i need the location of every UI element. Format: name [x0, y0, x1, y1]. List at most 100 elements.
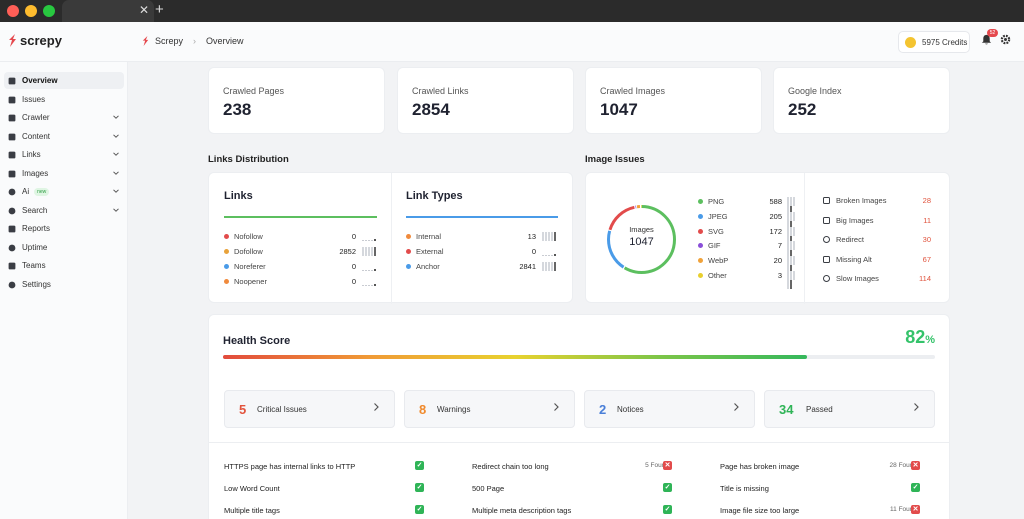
stat-card-google-index[interactable]: Google Index 252 — [773, 67, 950, 134]
image-format-row[interactable]: JPEG 205 — [698, 211, 798, 230]
summary-count: 34 — [779, 402, 794, 417]
legend-dot — [224, 279, 229, 284]
links-row-value: 2852 — [339, 247, 356, 256]
chevron-down-icon[interactable] — [112, 169, 120, 177]
sidebar-item-settings[interactable]: Settings — [4, 276, 124, 293]
breadcrumb-root[interactable]: Screpy — [155, 36, 184, 46]
mini-bar-chart — [362, 262, 377, 271]
sidebar-item-label: Settings — [22, 280, 51, 289]
donut-label: Images — [629, 225, 654, 234]
health-score-bar — [223, 355, 935, 359]
close-window-button[interactable] — [7, 5, 19, 17]
image-issue-row[interactable]: Missing Alt 67 — [823, 254, 933, 266]
mini-bar-chart — [787, 226, 798, 245]
health-check-row[interactable]: Page has broken image 28 Found ✕ — [720, 461, 950, 474]
image-format-row[interactable]: SVG 172 — [698, 226, 798, 245]
health-check-row[interactable]: Title is missing ✓ — [720, 483, 950, 496]
image-format-row[interactable]: Other 3 — [698, 270, 798, 289]
sidebar-item-uptime[interactable]: Uptime — [4, 239, 124, 256]
expand-icon — [823, 216, 830, 224]
report-icon — [8, 225, 16, 232]
sidebar-item-crawler[interactable]: Crawler — [4, 109, 124, 126]
donut-slice-jpeg — [607, 205, 676, 274]
maximize-window-button[interactable] — [43, 5, 55, 17]
broken-image-icon — [823, 197, 830, 204]
sidebar-item-links[interactable]: Links — [4, 146, 124, 163]
settings-gear-icon[interactable] — [1000, 34, 1011, 45]
bell-icon[interactable] — [981, 34, 992, 45]
mini-bar-chart — [542, 262, 557, 271]
links-distribution-title: Links Distribution — [208, 154, 289, 165]
links-row-label: Nofollow — [234, 232, 263, 241]
sidebar-item-ai[interactable]: Ai new — [4, 183, 124, 200]
sidebar-item-overview[interactable]: Overview — [4, 72, 124, 89]
logo[interactable]: screpy — [8, 33, 62, 48]
health-check-label: Page has broken image — [720, 462, 800, 471]
mini-bar-chart — [362, 232, 377, 241]
image-format-row[interactable]: PNG 588 — [698, 196, 798, 215]
new-tab-icon[interactable]: + — [155, 1, 164, 18]
sidebar-item-content[interactable]: Content — [4, 128, 124, 145]
summary-notices-button[interactable]: 2 Notices — [584, 390, 755, 428]
stat-card-crawled-images[interactable]: Crawled Images 1047 — [585, 67, 762, 134]
credits-button[interactable]: 5975 Credits — [898, 31, 970, 53]
logo-text: screpy — [20, 33, 62, 48]
sidebar-item-reports[interactable]: Reports — [4, 220, 124, 237]
links-row[interactable]: Noopener 0 — [224, 276, 384, 288]
link-types-row-label: External — [416, 247, 444, 256]
health-check-label: Multiple title tags — [224, 506, 280, 515]
image-issue-row[interactable]: Redirect 30 — [823, 234, 933, 246]
tag-icon — [823, 255, 830, 263]
summary-warnings-button[interactable]: 8 Warnings — [404, 390, 575, 428]
health-check-row[interactable]: Multiple meta description tags ✓ — [472, 505, 702, 518]
donut-slice-png — [607, 205, 676, 274]
links-row[interactable]: Dofollow 2852 — [224, 246, 384, 258]
health-score-title: Health Score — [223, 335, 291, 347]
image-format-label: SVG — [708, 226, 724, 236]
image-format-row[interactable]: WebP 20 — [698, 255, 798, 275]
sidebar-item-label: Overview — [22, 76, 58, 85]
link-types-row[interactable]: External 0 — [406, 246, 566, 258]
health-check-row[interactable]: Image file size too large 11 Found ✕ — [720, 505, 950, 518]
chevron-down-icon[interactable] — [112, 150, 120, 158]
links-row[interactable]: Nofollow 0 — [224, 231, 384, 243]
chevron-down-icon[interactable] — [112, 113, 120, 121]
browser-tab[interactable] — [62, 0, 154, 22]
summary-critical-issues-button[interactable]: 5 Critical Issues — [224, 390, 395, 428]
check-icon: ✓ — [663, 483, 672, 492]
image-format-row[interactable]: GIF 7 — [698, 240, 798, 260]
percent-sign: % — [925, 334, 935, 346]
credits-text: 5975 Credits — [922, 37, 968, 47]
health-check-row[interactable]: Redirect chain too long 5 Found ✕ — [472, 461, 702, 474]
link-types-row[interactable]: Anchor 2841 — [406, 261, 566, 273]
health-check-row[interactable]: Low Word Count ✓ — [224, 483, 454, 496]
minimize-window-button[interactable] — [25, 5, 37, 17]
health-check-row[interactable]: Multiple title tags ✓ — [224, 505, 454, 518]
close-tab-icon[interactable]: ✕ — [139, 3, 150, 17]
sidebar-item-issues[interactable]: Issues — [4, 91, 124, 108]
stat-card-crawled-pages[interactable]: Crawled Pages 238 — [208, 67, 385, 134]
breadcrumb-logo-icon — [142, 36, 149, 46]
chevron-down-icon[interactable] — [112, 206, 120, 214]
health-check-row[interactable]: HTTPS page has internal links to HTTP ✓ — [224, 461, 454, 474]
health-check-row[interactable]: 500 Page ✓ — [472, 483, 702, 496]
link-types-row[interactable]: Internal 13 — [406, 231, 566, 243]
image-format-value: 172 — [769, 226, 782, 236]
links-row[interactable]: Noreferer 0 — [224, 261, 384, 273]
breadcrumb-separator-icon: › — [193, 36, 197, 46]
stat-card-crawled-links[interactable]: Crawled Links 2854 — [397, 67, 574, 134]
chevron-down-icon[interactable] — [112, 187, 120, 195]
image-issue-row[interactable]: Big Images 11 — [823, 215, 933, 227]
sidebar-item-search[interactable]: Search — [4, 202, 124, 219]
sidebar-item-images[interactable]: Images — [4, 165, 124, 182]
sidebar-item-teams[interactable]: Teams — [4, 257, 124, 274]
image-format-label: Other — [708, 271, 727, 280]
image-issue-row[interactable]: Slow Images 114 — [823, 273, 933, 285]
image-issue-row[interactable]: Broken Images 28 — [823, 195, 933, 207]
summary-passed-button[interactable]: 34 Passed — [764, 390, 935, 428]
health-check-label: Title is missing — [720, 484, 769, 493]
legend-dot — [698, 243, 703, 249]
images-donut-chart — [607, 205, 676, 274]
image-issues-card: Images 1047 PNG 588 JPEG 205 SVG 172 GIF 7 WebP 2… — [585, 172, 950, 304]
chevron-down-icon[interactable] — [112, 132, 120, 140]
